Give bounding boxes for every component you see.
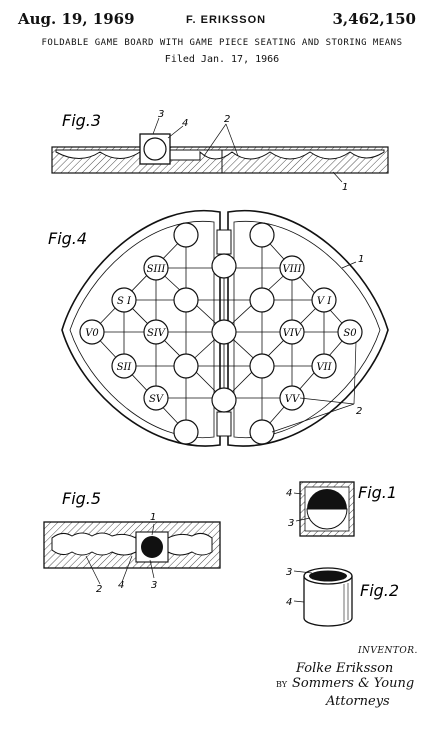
piece-label-s0: S0 [343, 328, 357, 339]
piece-label-v4: VIV [283, 328, 303, 339]
piece-s4 [143, 319, 169, 345]
piece-s0 [337, 319, 363, 345]
piece-s2 [111, 353, 137, 379]
fig3-label: Fig.3 [62, 111, 101, 130]
piece-label-s1: S I [117, 296, 132, 307]
piece-s1 [111, 287, 137, 313]
filed-date: Filed Jan. 17, 1966 [164, 54, 280, 65]
piece-v4 [279, 319, 305, 345]
fig4-right-board-half [227, 209, 389, 447]
piece-v5 [279, 385, 305, 411]
fig2-holder-cylinder [303, 576, 353, 627]
fig5-ref-2: 2 [96, 584, 102, 595]
fig2-ref-4: 4 [286, 597, 292, 608]
piece-label-v1: V I [317, 296, 332, 307]
fig4-left-board-half [61, 209, 221, 447]
fig3-ref-2: 2 [224, 114, 230, 125]
fig2-label: Fig.2 [360, 581, 399, 600]
fig3-recess-profile [55, 149, 385, 161]
fig4-hinge-top [216, 229, 232, 255]
fig4-label: Fig.4 [48, 229, 87, 248]
fig4-ref-1: 1 [358, 254, 364, 265]
piece-label-s2: SII [117, 362, 133, 373]
figure-3: Fig.3 3 4 2 1 [51, 109, 389, 193]
piece-label-s5: SV [149, 394, 165, 405]
patent-title: FOLDABLE GAME BOARD WITH GAME PIECE SEAT… [41, 38, 403, 48]
piece-s5 [143, 385, 169, 411]
fig3-game-piece [143, 137, 167, 161]
piece-v0 [79, 319, 105, 345]
fig1-label: Fig.1 [358, 483, 397, 502]
fig5-ref-4: 4 [118, 580, 124, 591]
fig3-ref-3: 3 [158, 109, 164, 120]
attorneys-signature: Attorneys [326, 694, 390, 709]
inventor-heading: INVENTOR. [358, 646, 418, 656]
piece-v1 [311, 287, 337, 313]
piece-label-s3: SIII [147, 264, 167, 275]
fig5-storage-cavity-right [167, 532, 213, 556]
piece-v3 [279, 255, 305, 281]
fig3-ref-1: 1 [342, 182, 348, 193]
piece-label-v5: VV [285, 394, 301, 405]
fig1-ref-4: 4 [286, 488, 292, 499]
patent-number: 3,462,150 [332, 10, 416, 28]
piece-label-v2: VII [316, 362, 332, 373]
fig4-ref-2: 2 [356, 406, 362, 417]
signature-by: BY [276, 680, 288, 689]
piece-v2 [311, 353, 337, 379]
figure-5: Fig.5 1 2 4 3 [43, 489, 221, 595]
fig4-hinge-bottom [216, 411, 232, 437]
fig5-storage-cavity-left [51, 532, 137, 556]
figure-1: Fig.1 4 3 [286, 481, 397, 537]
fig5-ref-1: 1 [150, 512, 156, 523]
piece-s3 [143, 255, 169, 281]
fig5-label: Fig.5 [62, 489, 101, 508]
fig5-game-piece [141, 536, 163, 558]
fig1-ref-3: 3 [288, 518, 294, 529]
figure-4: Fig.4 [48, 209, 389, 447]
fig1-piece-lower-half [306, 508, 348, 530]
attorney-firm-signature: Sommers & Young [292, 676, 415, 691]
fig2-game-piece [309, 570, 347, 582]
piece-label-s4: SIV [147, 328, 167, 339]
piece-label-v0: V0 [85, 328, 99, 339]
figure-2: Fig.2 3 4 [286, 567, 399, 627]
piece-label-v3: VIII [282, 264, 302, 275]
fig5-ref-3: 3 [151, 580, 157, 591]
fig3-ref-4: 4 [182, 118, 188, 129]
patent-date: Aug. 19, 1969 [18, 10, 135, 28]
fig4-empty-seats [173, 222, 275, 445]
fig2-ref-3: 3 [286, 567, 292, 578]
inventor-signature: Folke Eriksson [296, 661, 394, 676]
inventor-name: F. ERIKSSON [186, 14, 267, 26]
fig1-piece-upper-half [307, 489, 347, 509]
